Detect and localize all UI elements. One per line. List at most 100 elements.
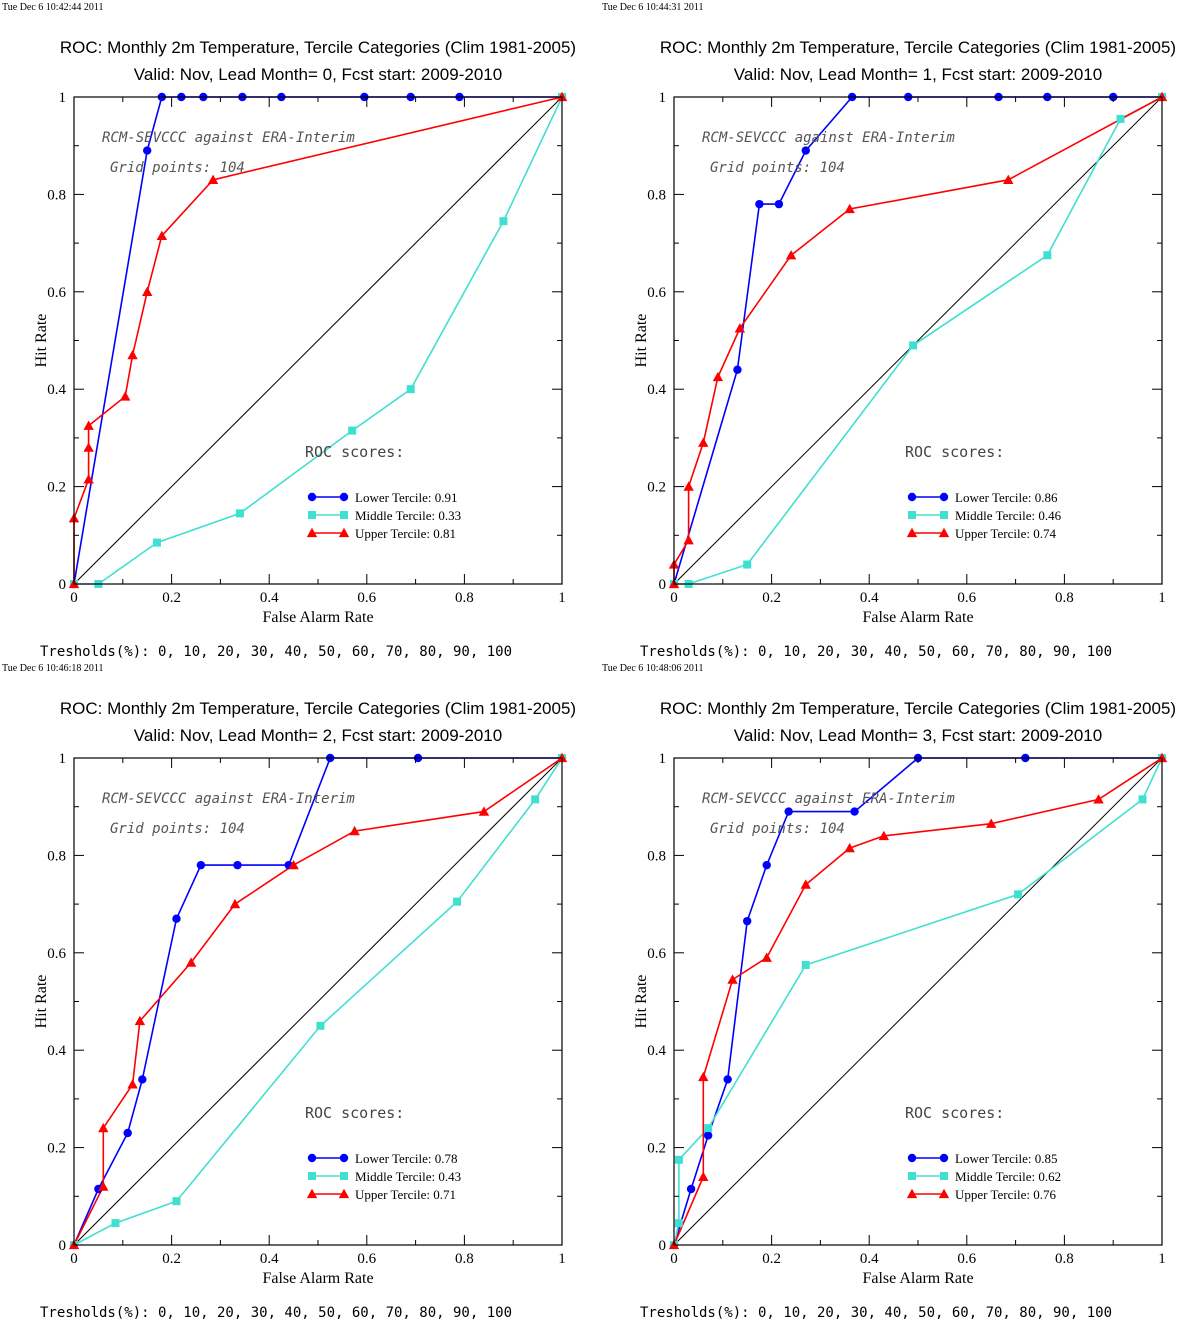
annotation-model: RCM-SEVCCC against ERA-Interim	[702, 130, 955, 146]
y-axis-title: Hit Rate	[33, 314, 50, 368]
y-tick-label: 1	[59, 90, 67, 106]
series-1-point-2	[686, 1184, 696, 1194]
series-3-point-9	[156, 230, 168, 240]
y-tick-label: 0.6	[647, 946, 666, 962]
series-2-point-4	[704, 1124, 713, 1133]
legend-marker-3a	[906, 527, 918, 538]
no-skill-diagonal	[73, 96, 563, 585]
chart-title: ROC: Monthly 2m Temperature, Tercile Cat…	[60, 38, 576, 57]
x-tick-label: 1	[558, 1251, 566, 1267]
x-tick-label: 0.4	[260, 590, 279, 606]
series-3-point-10	[1093, 794, 1104, 804]
series-3-point-9	[349, 825, 360, 836]
series-1-point-4	[774, 199, 784, 209]
series-3-point-7	[844, 842, 855, 853]
series-2-point-5	[801, 960, 810, 969]
series-3-point-4	[727, 974, 738, 984]
legend-label-1: Lower Tercile: 0.85	[955, 1151, 1057, 1166]
annotation-grid-points: Grid points: 104	[710, 821, 845, 837]
series-3-point-8	[142, 286, 153, 296]
legend-label-2: Middle Tercile: 0.62	[955, 1169, 1061, 1184]
legend-label-3: Upper Tercile: 0.81	[355, 526, 456, 541]
y-axis-title: Hit Rate	[633, 314, 650, 368]
roc-panel-4: Tue Dec 6 10:48:06 2011 ROC: Monthly 2m T…	[602, 663, 1176, 1321]
series-3-point-2	[98, 1181, 109, 1191]
series-1-point-5	[743, 916, 752, 926]
legend-marker-1a	[907, 1153, 917, 1163]
x-tick-label: 0.2	[762, 1251, 781, 1267]
series-3-point-6	[120, 391, 131, 401]
y-tick-label: 0.4	[47, 1043, 66, 1059]
y-tick-label: 0.4	[647, 1043, 666, 1059]
series-1-point-6	[196, 860, 206, 870]
series-3-point-4	[127, 1079, 138, 1089]
y-tick-label: 0.2	[647, 480, 666, 496]
x-axis-title: False Alarm Rate	[862, 1270, 973, 1287]
x-tick-label: 1	[558, 590, 566, 606]
series-2-point-2	[674, 1219, 683, 1228]
chart-subtitle: Valid: Nov, Lead Month= 0, Fcst start: 2…	[134, 65, 502, 84]
series-line-2	[74, 96, 563, 585]
x-axis-title: False Alarm Rate	[862, 609, 973, 626]
series-3-point-6	[712, 371, 724, 382]
no-skill-diagonal	[673, 96, 1163, 585]
series-2-point-2	[111, 1219, 120, 1228]
legend-marker-1b	[339, 492, 349, 502]
series-3-point-5	[134, 1015, 146, 1026]
legend-marker-2a	[908, 511, 916, 519]
legend-marker-2b	[340, 1172, 348, 1180]
chart-title: ROC: Monthly 2m Temperature, Tercile Cat…	[660, 699, 1176, 718]
roc-scores-title: ROC scores:	[305, 1104, 404, 1122]
no-skill-diagonal	[73, 757, 563, 1246]
series-3-point-8	[878, 830, 890, 841]
legend-marker-1b	[939, 1153, 949, 1163]
series-3-point-5	[698, 437, 709, 447]
no-skill-diagonal	[673, 757, 1163, 1246]
y-tick-label: 0	[59, 577, 67, 593]
legend-label-1: Lower Tercile: 0.86	[955, 490, 1058, 505]
series-2-point-3	[743, 560, 752, 569]
legend-marker-2b	[940, 511, 948, 519]
y-tick-label: 0.8	[47, 187, 66, 203]
series-2-point-3	[172, 1197, 181, 1206]
x-tick-label: 0	[70, 1251, 78, 1267]
series-2-point-5	[453, 897, 462, 906]
legend-label-3: Upper Tercile: 0.76	[955, 1187, 1057, 1202]
legend-marker-3a	[906, 1188, 918, 1199]
y-tick-label: 0.8	[647, 187, 666, 203]
legend-marker-1a	[307, 1153, 317, 1163]
y-tick-label: 1	[659, 751, 667, 767]
series-3-point-10	[1003, 174, 1014, 184]
thresholds-text: Tresholds(%): 0, 10, 20, 30, 40, 50, 60,…	[40, 644, 512, 660]
series-2-point-3	[674, 1155, 683, 1164]
chart-subtitle: Valid: Nov, Lead Month= 2, Fcst start: 2…	[134, 726, 502, 745]
annotation-model: RCM-SEVCCC against ERA-Interim	[702, 791, 955, 807]
series-1-point-8	[850, 807, 859, 816]
x-tick-label: 0.2	[162, 590, 181, 606]
x-tick-label: 1	[1158, 1251, 1166, 1267]
thresholds-text: Tresholds(%): 0, 10, 20, 30, 40, 50, 60,…	[40, 1305, 512, 1321]
x-tick-label: 0.4	[860, 1251, 879, 1267]
series-1-point-4	[723, 1075, 732, 1084]
series-1-point-3	[755, 199, 764, 209]
x-tick-label: 0	[670, 590, 678, 606]
series-1-point-2	[733, 365, 742, 374]
series-2-point-7	[1138, 795, 1147, 804]
legend-marker-1b	[339, 1153, 349, 1163]
y-tick-label: 0.2	[47, 480, 66, 496]
legend-marker-2b	[940, 1172, 948, 1180]
roc-panel-3: Tue Dec 6 10:46:18 2011 ROC: Monthly 2m T…	[2, 663, 576, 1321]
legend-marker-3a	[306, 1188, 318, 1199]
legend-marker-1b	[939, 492, 949, 502]
series-1-point-2	[143, 146, 152, 155]
x-tick-label: 0.2	[162, 1251, 181, 1267]
legend-label-2: Middle Tercile: 0.33	[355, 508, 461, 523]
series-3-point-7	[734, 323, 746, 333]
series-3-point-3	[698, 1071, 709, 1082]
series-3-point-7	[127, 349, 138, 360]
thresholds-text: Tresholds(%): 0, 10, 20, 30, 40, 50, 60,…	[640, 1305, 1112, 1321]
x-tick-label: 0.6	[957, 590, 976, 606]
y-tick-label: 0	[659, 1238, 667, 1254]
series-3-point-4	[83, 442, 94, 452]
x-tick-label: 0.8	[455, 590, 474, 606]
